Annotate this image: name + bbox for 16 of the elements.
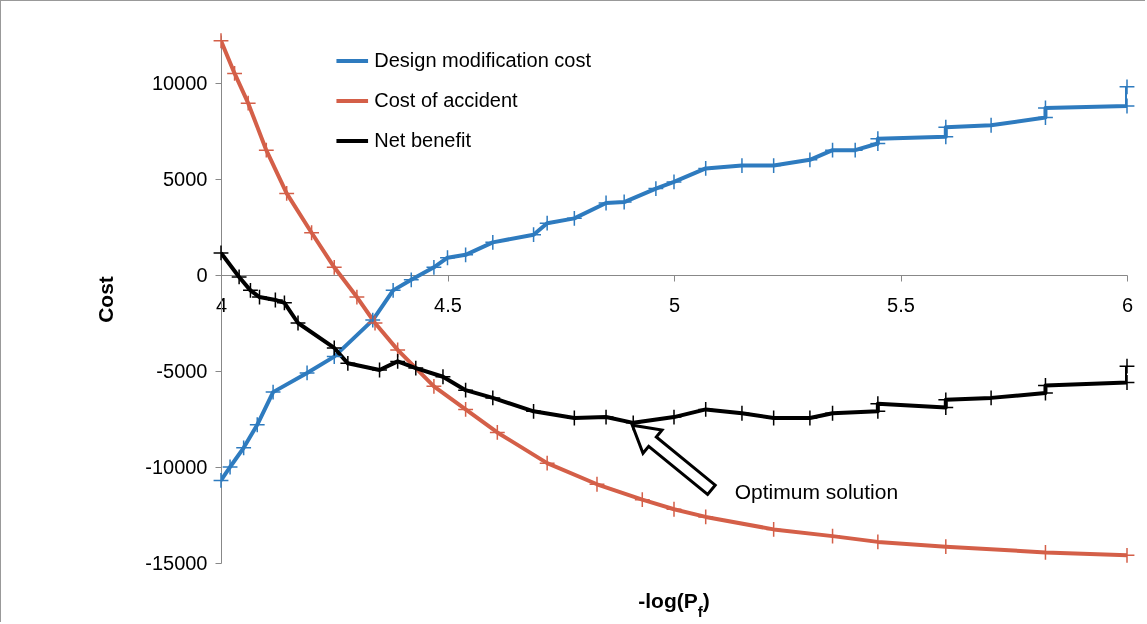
- x-tick-label: 5: [668, 293, 681, 316]
- legend-label: Net benefit: [374, 129, 472, 151]
- y-tick-label: 0: [196, 263, 208, 286]
- legend-label: Design modification cost: [374, 49, 592, 71]
- annotation: Optimum solution: [734, 479, 899, 503]
- x-tick-label: 6: [1121, 293, 1134, 316]
- legend-label: Cost of accident: [374, 89, 519, 111]
- x-tick-label: 4.5: [434, 293, 462, 316]
- x-tick-label: 5.5: [887, 293, 915, 316]
- y-axis-title: Cost: [94, 276, 118, 323]
- y-tick-label: -15000: [145, 551, 208, 574]
- y-tick-label: -5000: [156, 359, 208, 382]
- y-tick-label: 10000: [151, 71, 208, 94]
- y-tick-label: 5000: [163, 167, 208, 190]
- x-axis-title: -log(P$_{f}$): [638, 589, 710, 620]
- y-tick-label: -10000: [145, 455, 208, 478]
